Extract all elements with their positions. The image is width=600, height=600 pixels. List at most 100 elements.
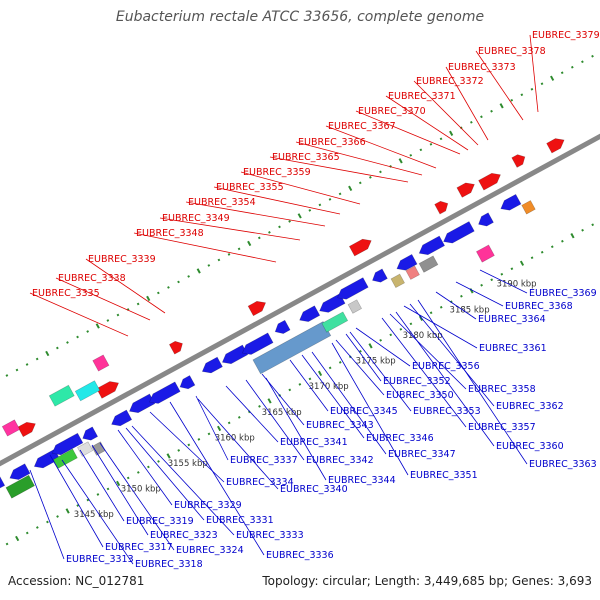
reverse-tick-mark [248,410,251,414]
forward-tick-mark [469,120,473,124]
forward-tick-mark [419,148,423,152]
gene-feature [396,254,418,271]
gene-feature [347,299,363,314]
gene-shape [475,244,495,263]
gene-feature [478,172,501,191]
reverse-gene-label-leader [91,444,149,536]
gene-shape [274,319,291,334]
reverse-gene-label-leader [289,359,329,412]
forward-tick-mark [76,335,79,339]
gene-feature [247,300,267,317]
forward-tick-mark [439,137,443,141]
reverse-gene-label: EUBREC_3313 [66,554,134,565]
reverse-tick-mark [65,508,70,514]
reverse-tick-mark [106,487,110,491]
forward-tick-mark [429,142,433,146]
forward-tick-mark [106,319,110,322]
gene-feature [5,474,35,499]
reverse-gene-label-leader [195,395,229,461]
reverse-gene-label: EUBREC_3324 [176,545,244,556]
reverse-tick-mark [368,343,373,349]
forward-gene-label: EUBREC_3355 [216,182,284,193]
reverse-gene-label: EUBREC_3369 [529,288,597,299]
reverse-gene-label: EUBREC_3351 [410,470,478,481]
forward-gene-label: EUBREC_3354 [188,197,256,208]
forward-tick-mark [66,341,69,344]
forward-tick-mark [369,175,372,179]
gene-feature [434,200,449,215]
reverse-tick-mark [267,398,272,404]
forward-tick-mark [308,209,312,212]
reverse-gene-label: EUBREC_3364 [478,314,546,325]
reverse-gene-label-leader [417,299,528,465]
reverse-gene-label: EUBREC_3344 [328,475,396,486]
gene-shape [96,381,120,399]
reverse-tick-mark [540,250,544,254]
forward-gene-label: EUBREC_3365 [272,152,340,163]
ruler-label: 3165 kbp [262,408,302,418]
forward-tick-mark [480,115,483,119]
gene-feature [52,448,78,469]
ruler-label: 3175 kbp [356,357,396,367]
reverse-gene-label-leader [225,385,279,443]
reverse-tick-mark [570,233,575,239]
gene-shape [478,212,494,227]
forward-tick-mark [591,54,594,58]
forward-gene-label-leader [159,217,301,241]
gene-feature [48,384,75,407]
reverse-tick-mark [15,535,20,542]
forward-tick-mark [540,82,544,86]
reverse-tick-mark [429,311,433,315]
forward-tick-mark [510,98,514,102]
gene-feature [149,381,181,404]
forward-gene-label-leader [185,201,326,227]
forward-gene-label-leader [85,258,166,314]
reverse-gene-label: EUBREC_3353 [413,406,481,417]
gene-feature [348,238,372,257]
reverse-gene-label: EUBREC_3333 [236,530,304,541]
reverse-gene-label: EUBREC_3362 [496,401,564,412]
reverse-gene-label: EUBREC_3352 [383,376,451,387]
reverse-gene-label-leader [409,303,495,407]
reverse-gene-label-leader [455,281,504,307]
reverse-gene-label-leader [197,398,279,490]
forward-tick-mark [257,236,261,240]
ruler-label: 3185 kbp [450,305,490,315]
ruler-label: 3150 kbp [121,485,161,495]
reverse-gene-label-leader [265,377,327,481]
reverse-gene-label-leader [335,339,385,396]
reverse-gene-label-leader [355,327,411,367]
reverse-gene-label: EUBREC_3346 [366,433,434,444]
genome-backbone [0,133,600,467]
reverse-gene-label: EUBREC_3360 [496,441,564,452]
forward-tick-mark [398,158,403,164]
reverse-tick-mark [288,388,292,392]
ruler-label: 3180 kbp [403,331,443,341]
forward-tick-mark [86,330,90,333]
reverse-gene-label-leader [479,269,528,294]
forward-tick-mark [338,192,342,196]
gene-feature [405,265,420,280]
reverse-gene-label-leader [435,291,477,320]
reverse-tick-mark [439,305,443,309]
reverse-gene-label-leader [99,442,175,551]
gene-shape [546,138,565,154]
forward-tick-mark [318,203,322,207]
gene-feature [337,277,369,300]
forward-tick-mark [187,275,190,278]
ruler-label: 3155 kbp [168,459,208,469]
forward-tick-mark [56,346,59,350]
gene-feature [372,268,388,283]
gene-shape [418,255,439,273]
reverse-tick-mark [177,449,181,452]
reverse-tick-mark [227,421,231,425]
gene-shape [405,265,420,280]
gene-feature [521,200,536,215]
gene-shape [347,299,363,314]
reverse-tick-mark [399,327,403,331]
gene-feature [74,380,101,402]
reverse-tick-mark [550,245,554,249]
gene-shape [319,293,346,313]
forward-tick-mark [297,213,302,219]
